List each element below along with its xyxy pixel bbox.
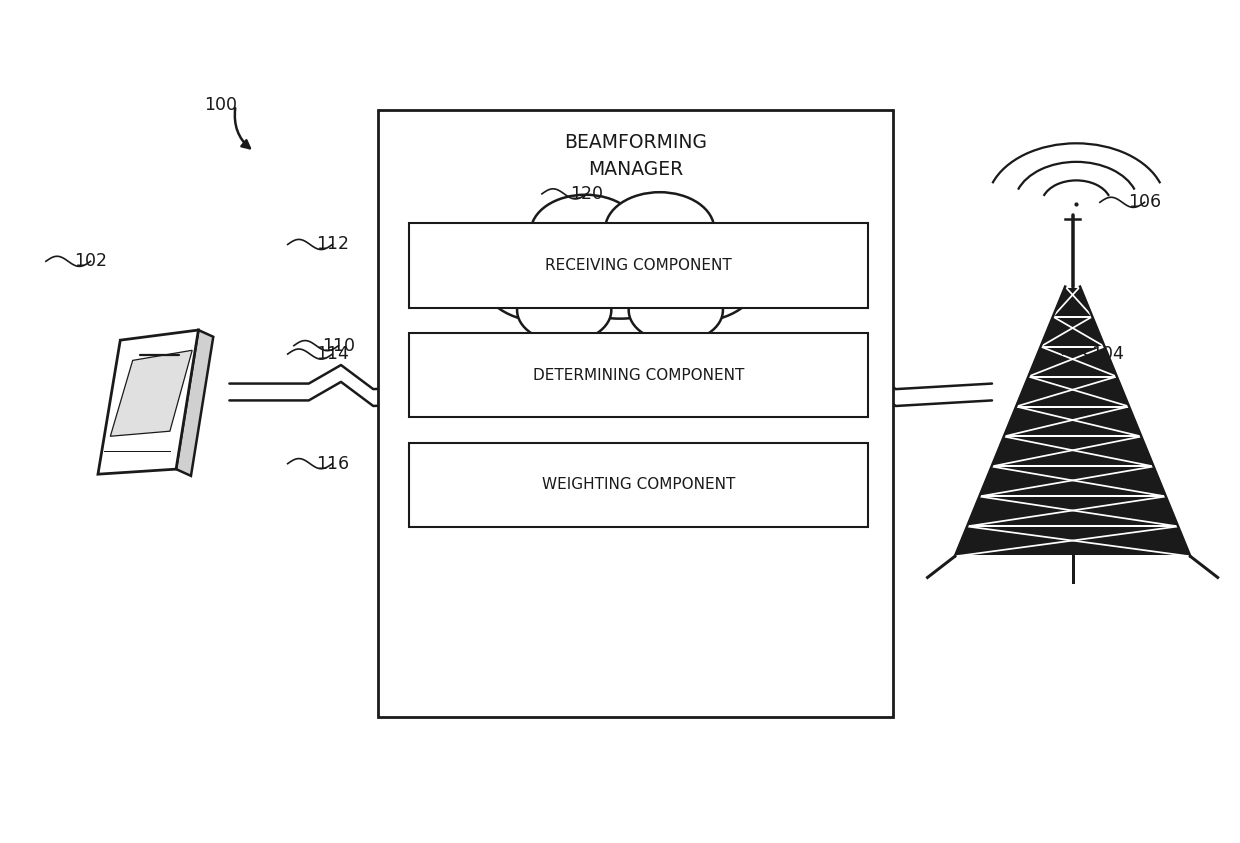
Polygon shape: [1004, 406, 1141, 437]
Polygon shape: [1016, 377, 1130, 406]
Text: 104: 104: [1091, 345, 1125, 363]
Text: 100: 100: [205, 96, 238, 115]
Polygon shape: [1053, 287, 1092, 317]
Text: DETERMINING COMPONENT: DETERMINING COMPONENT: [533, 368, 744, 383]
Circle shape: [517, 278, 611, 342]
Polygon shape: [955, 526, 1190, 556]
Bar: [378, 110, 893, 717]
Polygon shape: [992, 437, 1153, 466]
Bar: [409, 443, 868, 527]
Circle shape: [682, 240, 781, 308]
Text: 120: 120: [570, 185, 604, 203]
Text: RECEIVING COMPONENT: RECEIVING COMPONENT: [546, 258, 732, 273]
Circle shape: [629, 278, 723, 342]
Polygon shape: [1040, 317, 1105, 346]
Text: BEAMFORMING
MANAGER: BEAMFORMING MANAGER: [564, 133, 708, 179]
Polygon shape: [110, 351, 192, 437]
Text: 102: 102: [74, 252, 108, 271]
Text: 106: 106: [1128, 193, 1162, 212]
Circle shape: [630, 234, 759, 322]
Bar: [409, 333, 868, 417]
Circle shape: [605, 192, 714, 266]
Text: 114: 114: [316, 345, 350, 363]
Bar: [409, 223, 868, 308]
Polygon shape: [980, 466, 1166, 497]
Text: 116: 116: [316, 454, 350, 473]
Polygon shape: [967, 497, 1178, 526]
Circle shape: [459, 240, 558, 308]
Text: WEIGHTING COMPONENT: WEIGHTING COMPONENT: [542, 477, 735, 492]
Circle shape: [481, 234, 610, 322]
Polygon shape: [1028, 346, 1117, 377]
Polygon shape: [176, 330, 213, 475]
Circle shape: [531, 195, 640, 269]
Circle shape: [536, 204, 704, 319]
Text: 110: 110: [322, 336, 356, 355]
Polygon shape: [98, 330, 198, 474]
Text: 112: 112: [316, 235, 350, 254]
